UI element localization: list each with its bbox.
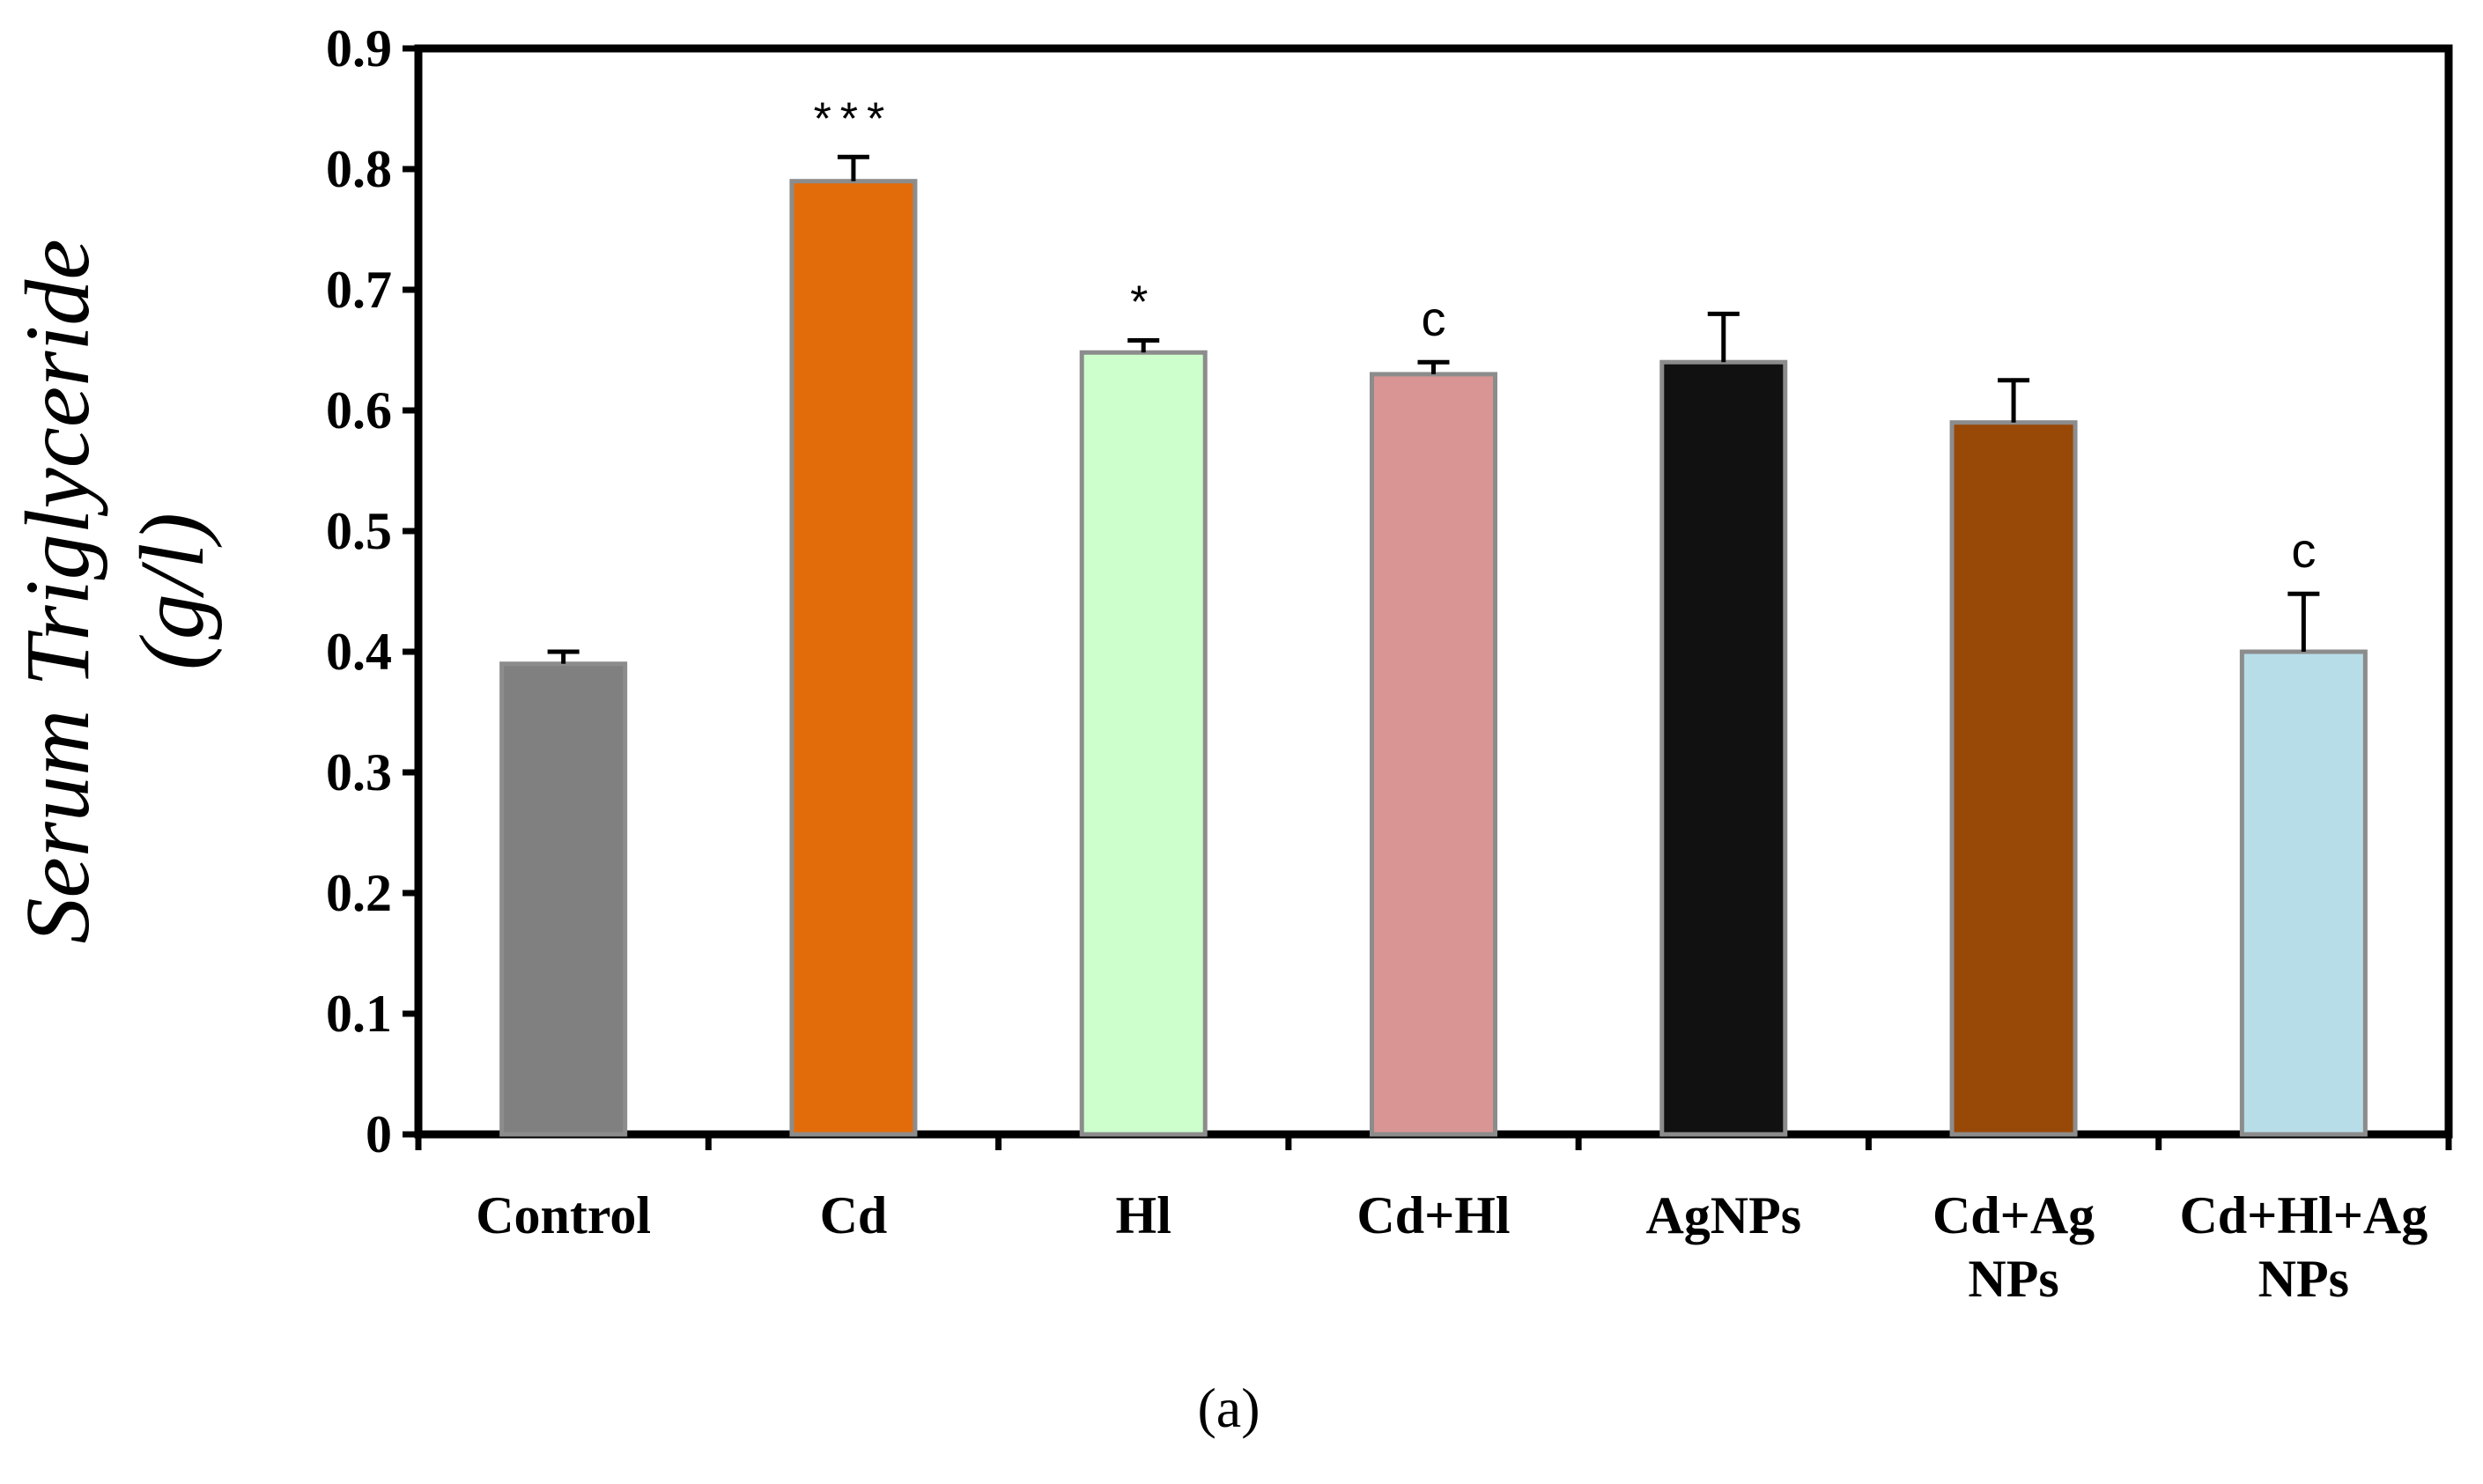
x-category-label: Cd+Hl+Ag NPs [2179,1186,2428,1308]
error-bar [547,649,580,664]
significance-marker: c [1422,291,1446,346]
bar [2239,649,2368,1137]
x-category-label: Cd [820,1186,888,1244]
bar [499,661,628,1137]
y-axis-label-line: Serum Triglyceride [7,239,108,943]
bar [1079,350,1208,1137]
significance-annotations: **** cc [814,93,2317,578]
y-tick-label: 0.7 [326,261,392,319]
y-axis-label: Serum Triglyceride (g/l) [7,239,223,943]
bars [499,179,2368,1137]
x-category-label: Cd+Hl [1356,1186,1510,1244]
panel-label: (a) [1197,1377,1260,1439]
bar [1949,420,2078,1137]
y-tick-label: 0.5 [326,502,392,560]
error-bar [2287,591,2320,652]
significance-marker: c [2291,522,2316,578]
significance-marker: * [1130,277,1157,329]
x-category-label: Hl [1116,1186,1171,1244]
error-bar [1127,338,1160,353]
y-tick-label: 0.6 [326,381,392,439]
bar [1370,372,1497,1137]
y-tick-label: 0.9 [326,19,392,78]
y-tick-label: 0.2 [326,864,392,922]
bar [789,179,918,1137]
y-axis: 0 0.1 0.2 0.3 0.4 0.5 0.6 0.7 0.8 0.9 [326,19,418,1163]
bar [1659,359,1788,1137]
y-tick-label: 0 [366,1105,392,1163]
error-bar [837,154,869,181]
y-tick-label: 0.1 [326,985,392,1043]
y-tick-label: 0.4 [326,623,392,681]
significance-marker: *** [814,93,894,144]
x-category-label: Cd+Ag NPs [1932,1186,2095,1308]
error-bars [547,154,2320,664]
error-bar [1707,311,1740,363]
x-axis: Control Cd Hl Cd+Hl AgNPs Cd+Ag NPs Cd+Hl+Ag NPs [415,1134,2452,1308]
x-category-label: AgNPs [1645,1186,1801,1244]
y-axis-label-line: (g/l) [122,513,223,670]
error-bar [1998,378,2030,423]
error-bar [1417,359,1450,374]
y-tick-label: 0.3 [326,743,392,801]
x-category-label: Control [476,1186,651,1244]
y-tick-label: 0.8 [326,140,392,198]
